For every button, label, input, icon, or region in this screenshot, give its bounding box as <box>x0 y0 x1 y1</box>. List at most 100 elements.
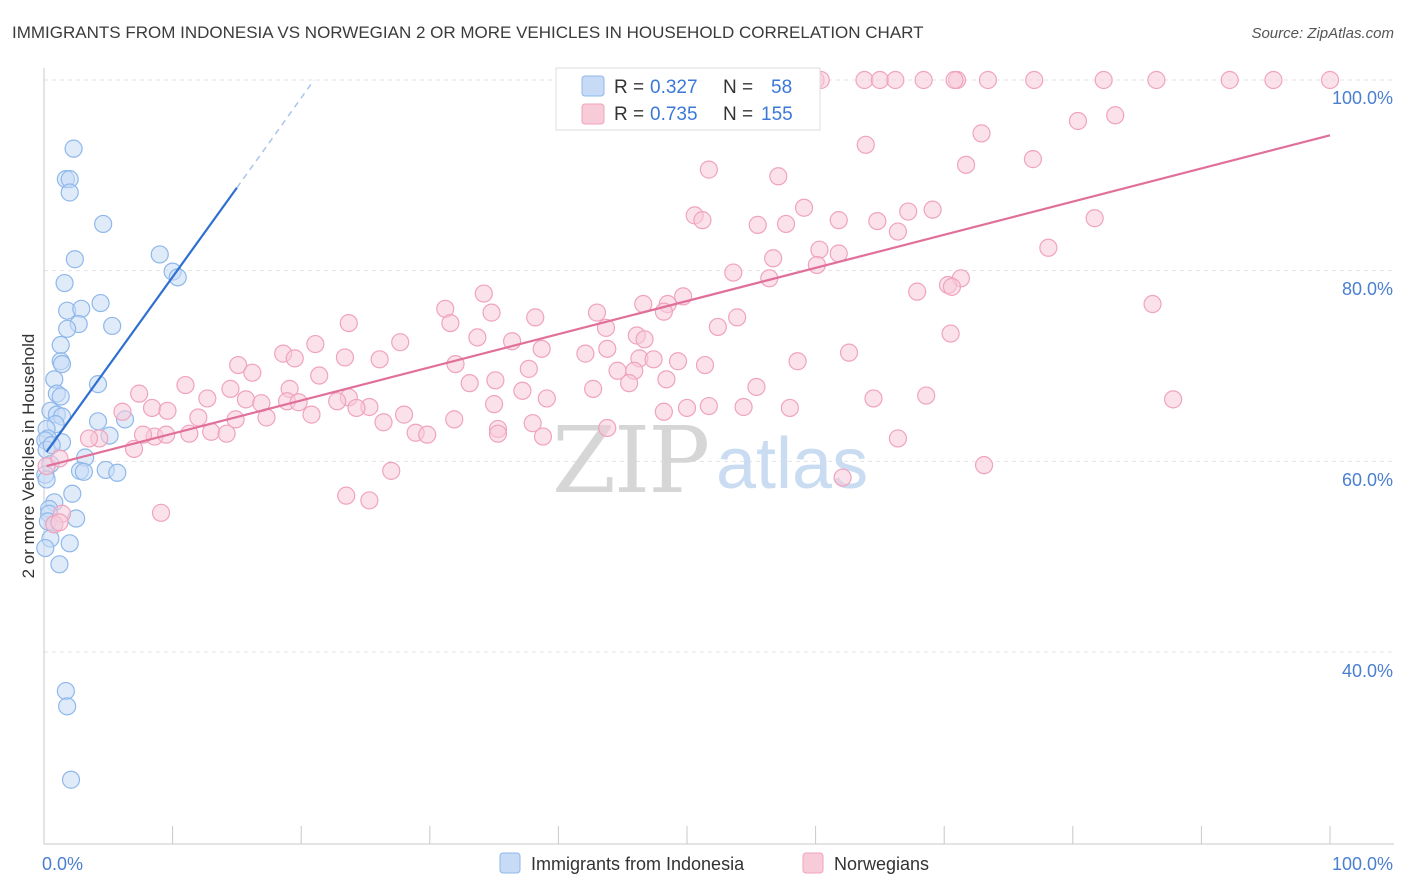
norwegians-point <box>474 284 493 303</box>
indonesia-point <box>61 770 81 789</box>
norwegians-point <box>776 214 796 234</box>
norwegians-point <box>142 398 162 418</box>
norwegians-point <box>113 402 132 421</box>
chart-title: IMMIGRANTS FROM INDONESIA VS NORWEGIAN 2… <box>12 23 924 42</box>
norwegians-point <box>526 308 545 327</box>
x-tick-label-0: 0.0% <box>42 854 83 874</box>
indonesia-point <box>74 462 93 481</box>
indonesia-point <box>94 214 113 234</box>
indonesia-point <box>51 387 70 406</box>
norwegians-point <box>229 355 248 375</box>
norwegians-point <box>923 200 942 219</box>
norwegians-point <box>1023 150 1043 169</box>
norwegians-point <box>221 379 240 398</box>
norwegians-point <box>899 202 918 221</box>
indonesia-point <box>91 293 110 313</box>
stats-r-label-2: R = <box>614 104 644 125</box>
norwegians-point <box>391 333 410 352</box>
indonesia-point <box>36 538 55 558</box>
indonesia-point <box>58 319 77 338</box>
norwegians-point <box>810 240 829 259</box>
indonesia-point <box>150 245 169 264</box>
norwegians-point <box>668 352 688 371</box>
norwegians-point <box>460 374 479 393</box>
bottom-legend: Immigrants from Indonesia Norwegians <box>499 852 929 874</box>
norwegians-point <box>130 384 149 403</box>
norwegians-point <box>917 386 936 405</box>
norwegians-point <box>974 456 994 475</box>
norwegians-point <box>523 414 542 433</box>
stats-r-value-2: 0.735 <box>650 104 698 125</box>
norwegians-point <box>829 211 848 230</box>
norwegians-point <box>855 70 874 90</box>
norwegians-point <box>133 425 153 444</box>
norwegians-point <box>488 424 508 443</box>
norwegians-point <box>856 135 875 154</box>
indonesia-point <box>108 463 127 482</box>
norwegians-point <box>956 155 976 174</box>
norwegians-point <box>1085 209 1104 228</box>
indonesia-point <box>88 375 108 394</box>
norwegians-point <box>335 348 355 367</box>
stats-r-label-1: R = <box>614 77 644 98</box>
norwegians-point <box>50 513 69 532</box>
norwegians-point <box>657 370 676 389</box>
norwegians-point <box>780 398 799 418</box>
norwegians-point <box>598 339 617 358</box>
norwegians-point <box>347 398 366 418</box>
indonesia-point <box>52 354 72 374</box>
stats-swatch-norwegians <box>581 103 605 125</box>
legend-swatch-indonesia <box>499 852 521 874</box>
norwegians-point <box>1068 111 1088 131</box>
y-tick-label-100: 100.0% <box>1332 88 1393 108</box>
norwegians-point <box>306 334 325 354</box>
norwegians-point <box>79 429 99 448</box>
norwegians-point <box>519 359 538 378</box>
norwegians-point <box>699 396 718 416</box>
norwegians-point <box>945 70 964 90</box>
norwegians-point <box>794 198 814 217</box>
norwegians-point <box>394 405 414 424</box>
legend-swatch-norwegians <box>802 852 824 874</box>
norwegians-point <box>699 160 718 179</box>
norwegians-point <box>441 314 460 333</box>
x-tick-label-100: 100.0% <box>1332 854 1393 874</box>
norwegians-point <box>486 371 505 390</box>
norwegians-point <box>868 211 887 231</box>
norwegians-point <box>598 418 617 438</box>
norwegians-point <box>888 222 908 241</box>
norwegians-point <box>695 355 715 375</box>
norwegians-point <box>360 491 379 510</box>
norwegians-point <box>468 328 487 347</box>
norwegians-point <box>418 425 437 444</box>
norwegians-point <box>708 317 727 337</box>
stats-n-value-1: 58 <box>771 77 792 98</box>
series-norwegians-points <box>37 70 1340 534</box>
stats-n-value-2: 155 <box>761 104 793 125</box>
chart-source: Source: ZipAtlas.com <box>1251 25 1394 42</box>
norwegians-point <box>532 339 551 358</box>
indonesia-point <box>64 139 83 158</box>
norwegians-point <box>158 401 177 420</box>
norwegians-point <box>482 303 501 322</box>
norwegians-point <box>888 429 908 448</box>
y-tick-label-40: 40.0% <box>1342 661 1393 681</box>
norwegians-point <box>236 390 256 409</box>
norwegians-point <box>217 424 236 443</box>
indonesia-point <box>60 183 79 202</box>
norwegians-point <box>445 410 464 429</box>
norwegians-point <box>337 486 356 505</box>
watermark-zip: ZIP <box>552 407 708 514</box>
norwegians-point <box>839 343 859 362</box>
norwegians-point <box>382 461 401 480</box>
norwegians-point <box>941 324 960 343</box>
legend-label-norwegians: Norwegians <box>834 854 929 874</box>
stats-n-label-2: N = <box>723 104 753 125</box>
norwegians-point <box>728 308 747 327</box>
norwegians-point <box>1220 70 1239 90</box>
norwegians-point <box>654 402 673 421</box>
norwegians-point <box>908 282 927 301</box>
y-tick-label-60: 60.0% <box>1342 470 1393 490</box>
indonesia-point <box>72 299 91 318</box>
norwegians-point <box>370 350 389 369</box>
